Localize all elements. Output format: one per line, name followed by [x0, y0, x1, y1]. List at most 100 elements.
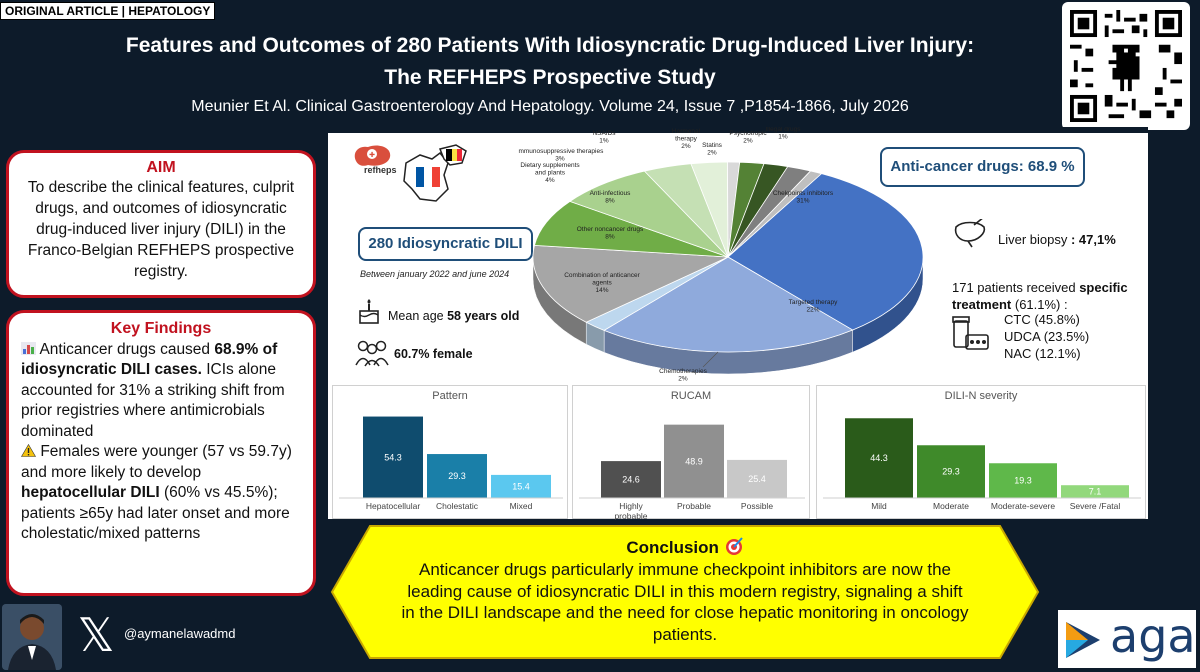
liver-biopsy-stat: Liver biopsy : 47,1% — [998, 231, 1116, 248]
bar-dili-n-severity-moderate-severe — [989, 463, 1057, 498]
pie-label-chemo-1: 2% — [678, 376, 688, 383]
x-logo-icon[interactable]: 𝕏 — [77, 608, 115, 662]
aga-logo-text: aga — [1110, 609, 1196, 663]
article-title: Features and Outcomes of 280 Patients Wi… — [60, 30, 1040, 94]
treatment-udca: UDCA (23.5%) — [1004, 329, 1090, 344]
pie-label-illegal-0: Illegal drugs — [765, 127, 801, 133]
pie-slice-other-noncancer-drugs — [533, 200, 729, 258]
tick-label-dili-n-severity-moderate-severe-0: Moderate-severe — [991, 501, 1056, 511]
pie-label-checkpoints-0: Chekpoints inhibitors — [773, 190, 834, 197]
kf1-part-b: 68.9% of idiosyncratic DILI cases. — [21, 340, 278, 379]
pie-slice-chekpoints-inhibitors — [727, 173, 924, 331]
bar-charts-row: Pattern 54.3 Hepatocellular 29.3 Cholestati… — [328, 385, 1148, 520]
bar-chart-icon — [21, 341, 36, 355]
value-label-dili-n-severity-mild: 44.3 — [870, 453, 888, 463]
aim-heading: AIM — [146, 159, 176, 176]
treatment-nac: NAC (12.1%) — [1004, 346, 1081, 361]
conclusion-heading-row: Conclusion — [400, 536, 970, 559]
anticancer-drugs-box: Anti-cancer drugs: 68.9 % — [880, 147, 1085, 187]
treatment-part-b: specific — [1079, 280, 1128, 295]
pie-label-combination-2: 14% — [595, 287, 608, 294]
title-line-2: The REFHEPS Prospective Study — [384, 66, 716, 89]
qr-code[interactable] — [1062, 2, 1190, 130]
bar-dili-n-severity-mild — [845, 418, 913, 498]
pie-label-statins-1: 2% — [707, 150, 717, 157]
pie-label-combination-1: agents — [592, 280, 612, 287]
target-icon — [725, 537, 743, 555]
warning-icon — [21, 444, 36, 457]
author-handle[interactable]: @aymanelawadmd — [124, 626, 236, 641]
kf2-part-a: Females were younger (57 vs 59.7y) and m… — [21, 443, 292, 481]
pie-label-chemo-0: Chemotherapies — [659, 368, 707, 375]
pie-label-dietary-1: and plants — [535, 170, 566, 177]
value-label-rucam-possible: 25.4 — [748, 474, 766, 484]
pattern-bar-chart: 54.3 Hepatocellular 29.3 Cholestatic 15.4 Mix… — [339, 416, 563, 511]
key-finding-1: Anticancer drugs caused 68.9% of idiosyn… — [21, 340, 301, 443]
pie-label-psycho-0: Psychotropic — [729, 130, 767, 137]
pie-label-immuno-1: 3% — [555, 156, 565, 163]
value-label-dili-n-severity-moderate-severe: 19.3 — [1014, 476, 1032, 486]
mean-age-stat: Mean age 58 years old — [388, 309, 519, 323]
conclusion-box: Conclusion Anticancer drugs particularly… — [330, 524, 1040, 660]
qr-code-icon — [1070, 10, 1182, 122]
pie-label-combination-0: Combination of anticancer — [564, 272, 640, 279]
bar-pattern-hepatocellular — [363, 416, 423, 498]
tick-label-rucam-highly-probable-1: probable — [614, 511, 647, 520]
treatment-list: CTC (45.8%) UDCA (23.5%) NAC (12.1%) — [1004, 311, 1089, 362]
article-type-tag: ORIGINAL ARTICLE | HEPATOLOGY — [0, 2, 216, 20]
pattern-chart-title: Pattern — [432, 390, 468, 402]
tick-label-dili-n-severity-severe-fatal-0: Severe /Fatal — [1070, 501, 1121, 511]
author-avatar — [2, 604, 62, 670]
france-belgium-map — [403, 144, 467, 202]
refheps-logo: ✚ — [354, 145, 391, 166]
rucam-chart-panel: RUCAM 24.6 Highly probable 48.9 Probable 25.4… — [572, 385, 810, 520]
pie-label-hormonal-1: therapy — [675, 136, 697, 143]
svg-text:✚: ✚ — [369, 151, 375, 159]
pie-label-targeted-1: 22% — [806, 307, 819, 314]
pie-label-other-0: Other noncancer drugs — [577, 226, 644, 233]
female-group-icon — [355, 340, 389, 367]
bar-dili-n-severity-moderate — [917, 445, 985, 498]
value-label-pattern-cholestatic: 29.3 — [448, 471, 466, 481]
bar-rucam-highly-probable — [601, 461, 661, 498]
pie-leader-line — [702, 351, 719, 368]
pie-label-antiinf-0: Anti-infectious — [590, 190, 632, 197]
aim-box: AIM To describe the clinical features, c… — [6, 150, 316, 298]
pie-label-nsaids-1: 1% — [599, 138, 609, 145]
value-label-pattern-mixed: 15.4 — [512, 481, 530, 491]
person-icon — [2, 604, 62, 670]
infographic-panel: ✚ refheps 280 Idiosyncratic DILI Between… — [328, 127, 1148, 520]
treatment-part-c: treatment — [952, 297, 1012, 312]
severity-chart-title: DILI-N severity — [944, 390, 1018, 402]
pie-label-dietary-2: 4% — [545, 177, 555, 184]
bar-dili-n-severity-severe-fatal — [1061, 485, 1129, 498]
mean-age-value: 58 years old — [447, 309, 520, 323]
pie-label-illegal-1: 1% — [778, 134, 788, 141]
pie-label-nsaids-0: NSAIDs — [592, 130, 616, 137]
pie-label-statins-0: Statins — [702, 142, 723, 149]
kf2-part-b: hepatocellular DILI — [21, 484, 160, 501]
key-findings-box: Key Findings Anticancer drugs caused 68.… — [6, 310, 316, 596]
pie-label-targeted-0: Targeted therapy — [789, 299, 839, 306]
conclusion-content: Conclusion Anticancer drugs particularly… — [400, 536, 970, 645]
pie-slice-targeted-therapy — [603, 256, 854, 353]
tick-label-pattern-cholestatic-0: Cholestatic — [436, 501, 479, 511]
kf1-part-c: ICIs alone accounted for 31% a striking … — [21, 361, 285, 440]
kf1-part-a: Anticancer drugs caused — [39, 340, 215, 358]
treatment-part-d: (61.1%) : — [1011, 297, 1068, 312]
liver-biopsy-icon — [954, 219, 986, 248]
conclusion-heading: Conclusion — [626, 538, 719, 557]
tick-label-rucam-possible-0: Possible — [741, 501, 773, 511]
pie-label-dietary-0: Dietary supplements — [520, 162, 580, 169]
birthday-cake-icon — [359, 299, 379, 324]
tick-label-pattern-hepatocellular-0: Hepatocellular — [366, 501, 421, 511]
title-line-1: Features and Outcomes of 280 Patients Wi… — [125, 34, 975, 57]
female-stat: 60.7% female — [394, 347, 473, 361]
tick-label-dili-n-severity-moderate-0: Moderate — [933, 501, 969, 511]
tick-label-dili-n-severity-mild-0: Mild — [871, 501, 887, 511]
study-period: Between january 2022 and june 2024 — [360, 269, 510, 279]
specific-treatment-stat: 171 patients received specific treatment… — [952, 279, 1148, 313]
aga-logo: aga — [1058, 610, 1196, 668]
kf2-part-c: (60% vs 45.5%); patients ≥65y had later … — [21, 484, 290, 542]
